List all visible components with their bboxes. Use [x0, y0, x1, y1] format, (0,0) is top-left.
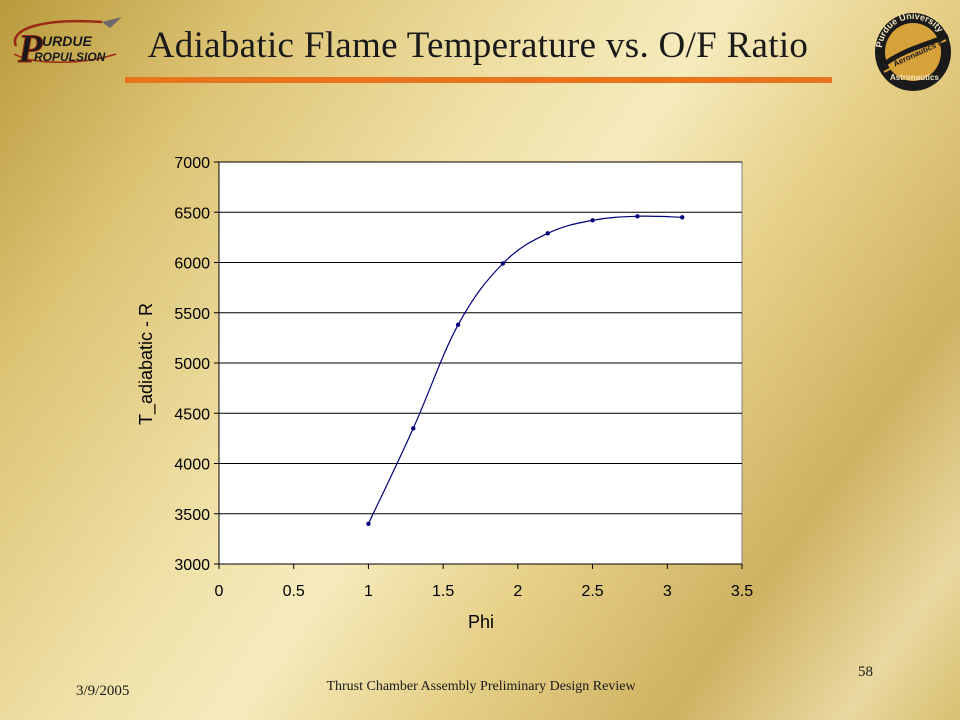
seal-text-bottom: Astronautics: [890, 73, 939, 82]
data-point: [545, 231, 550, 236]
data-point: [455, 322, 461, 328]
y-tick-label: 6000: [174, 256, 210, 273]
x-axis-label: Phi: [468, 612, 494, 632]
footer-date: 3/9/2005: [76, 683, 130, 699]
data-point: [366, 521, 371, 526]
y-tick-label: 5500: [174, 306, 210, 323]
page-number: 58: [858, 664, 873, 680]
y-tick-label: 6500: [174, 205, 210, 222]
x-tick-label: 1.5: [432, 583, 454, 600]
x-tick-label: 0: [215, 583, 224, 600]
y-tick-label: 3500: [174, 507, 210, 524]
y-tick-label: 4000: [174, 457, 210, 474]
data-point: [500, 261, 506, 266]
aeronautics-seal-icon: Purdue University Aeronautics & Astronau…: [874, 11, 951, 91]
title-underline: [125, 77, 832, 83]
x-tick-label: 3: [663, 583, 672, 600]
y-tick-label: 3000: [174, 557, 210, 574]
x-tick-label: 3.5: [731, 583, 753, 600]
y-tick-label: 4500: [174, 406, 210, 423]
data-point: [635, 214, 640, 219]
x-tick-label: 2: [513, 583, 522, 600]
x-tick-label: 0.5: [283, 583, 305, 600]
logo-letter-p: P: [17, 26, 43, 71]
data-point: [590, 218, 595, 223]
y-tick-label: 7000: [174, 155, 210, 172]
logo-text-purdue: URDUE: [42, 33, 92, 49]
y-tick-label: 5000: [174, 356, 210, 373]
purdue-aeronautics-seal: Purdue University Aeronautics & Astronau…: [872, 6, 954, 94]
logo-text-propulsion: ROPULSION: [34, 50, 106, 64]
x-tick-label: 2.5: [581, 583, 603, 600]
data-point: [411, 426, 416, 431]
footer-title: Thrust Chamber Assembly Preliminary Desi…: [326, 679, 636, 694]
slide-title: Adiabatic Flame Temperature vs. O/F Rati…: [147, 25, 809, 66]
y-axis-label: T_adiabatic - R: [136, 303, 157, 425]
purdue-propulsion-logo: P URDUE ROPULSION: [6, 14, 128, 74]
data-point: [680, 215, 685, 220]
x-tick-label: 1: [364, 583, 373, 600]
purdue-propulsion-logo-icon: P URDUE ROPULSION: [13, 17, 122, 72]
